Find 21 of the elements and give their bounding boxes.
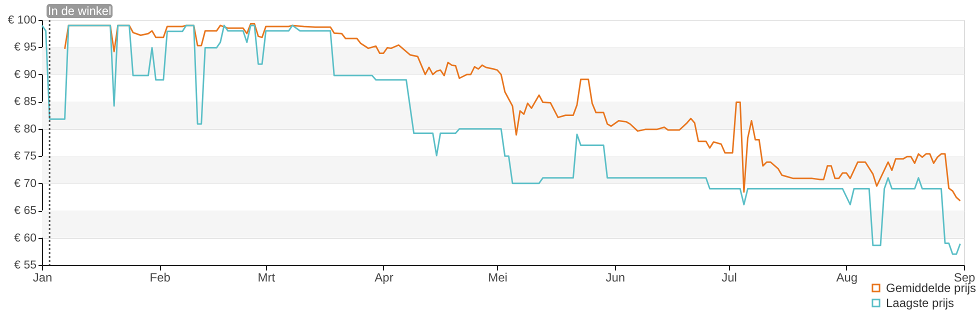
x-tick-label: Jan bbox=[32, 270, 52, 284]
x-tick-label: Mrt bbox=[258, 270, 276, 284]
y-tick-label: € 75 bbox=[14, 150, 36, 163]
y-tick-label: € 90 bbox=[14, 68, 36, 81]
x-tick-label: Apr bbox=[374, 270, 394, 284]
y-tick-label: € 95 bbox=[14, 42, 36, 54]
y-tick-label: € 70 bbox=[14, 178, 36, 190]
ref-line-label: In de winkel bbox=[48, 4, 112, 18]
x-tick-label: Feb bbox=[150, 270, 171, 284]
y-tick-label: € 80 bbox=[14, 123, 36, 136]
x-tick-label: Jul bbox=[722, 270, 737, 284]
x-tick-label: Sep bbox=[954, 270, 976, 284]
y-tick-label: € 65 bbox=[14, 205, 36, 218]
legend-label: Laagste prijs bbox=[886, 296, 954, 310]
y-tick-label: € 85 bbox=[14, 96, 36, 108]
x-tick-label: Jun bbox=[606, 270, 626, 284]
y-tick-label: € 60 bbox=[14, 232, 36, 244]
y-tick-label: € 55 bbox=[14, 260, 36, 272]
y-tick-label: € 100 bbox=[8, 14, 36, 26]
x-tick-label: Mei bbox=[488, 270, 508, 284]
x-tick-label: Aug bbox=[836, 270, 858, 284]
